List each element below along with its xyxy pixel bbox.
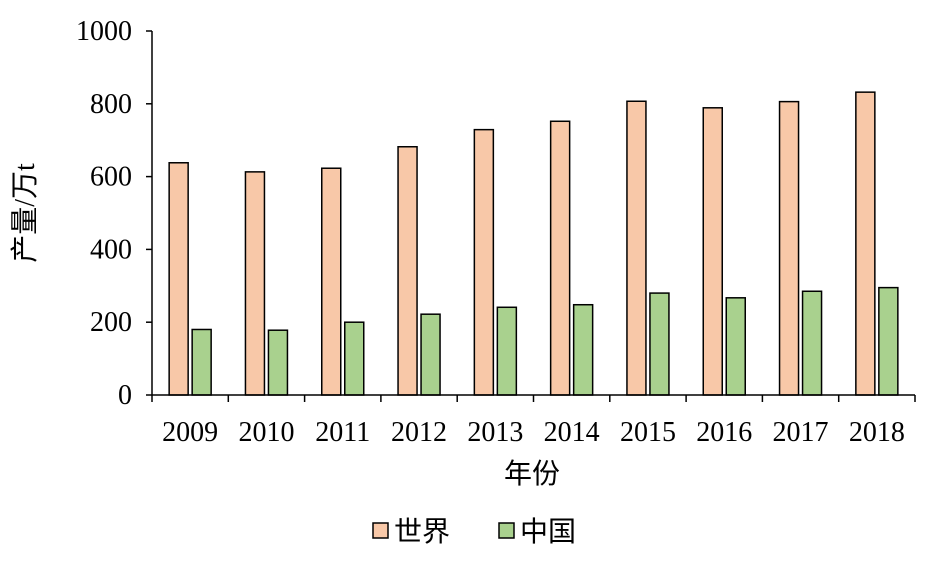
legend: 世界 中国 [372,516,576,548]
x-tick-label: 2010 [238,417,294,448]
bar-world-2017 [778,100,800,396]
legend-swatch-china [498,522,515,539]
y-tick-label: 200 [90,307,132,338]
y-axis-ticks: 0 200 400 600 800 1000 [76,16,152,411]
bar-china-2011 [344,321,365,396]
x-tick-label: 2017 [773,417,829,448]
bar-china-2012 [420,313,441,396]
axes [151,31,915,396]
x-tick-label: 2016 [696,417,752,448]
legend-swatch-world [372,522,389,539]
bar-world-2010 [244,171,266,396]
bar-china-2010 [267,329,289,396]
y-tick-label: 0 [118,380,132,411]
x-tick-label: 2014 [544,417,600,448]
x-axis-title: 年份 [504,458,560,490]
y-tick-label: 800 [90,89,132,120]
bar-world-2016 [702,107,723,396]
y-tick-label: 600 [90,162,132,193]
bar-world-2015 [626,100,647,396]
x-tick-label: 2009 [162,417,218,448]
bar-china-2009 [191,328,212,396]
bar-china-2017 [801,290,823,396]
bar-world-2013 [473,128,495,396]
x-axis-ticks: 2009 2010 2011 2012 2013 2014 2015 2016 2017 2018 [151,395,916,448]
legend-label-china: 中国 [520,516,576,548]
bar-china-2014 [572,303,594,396]
legend-label-world: 世界 [394,516,450,548]
x-tick-label: 2018 [849,417,905,448]
x-tick-label: 2012 [391,417,447,448]
x-tick-label: 2011 [315,417,370,448]
bar-world-2012 [397,146,418,396]
bar-china-2016 [725,297,746,396]
bar-china-2018 [878,286,899,396]
bar-world-2018 [855,91,876,396]
bar-world-2011 [321,167,342,396]
bar-world-2009 [168,162,189,396]
y-tick-label: 1000 [76,16,132,47]
y-tick-label: 400 [90,234,132,265]
x-tick-label: 2015 [620,417,676,448]
y-axis-title: 产量/万t [9,163,41,263]
bar-world-2014 [549,120,571,396]
x-tick-label: 2013 [467,417,523,448]
bar-china-2013 [496,306,518,396]
series-world-bars [168,91,876,396]
bar-china-2015 [649,292,670,396]
